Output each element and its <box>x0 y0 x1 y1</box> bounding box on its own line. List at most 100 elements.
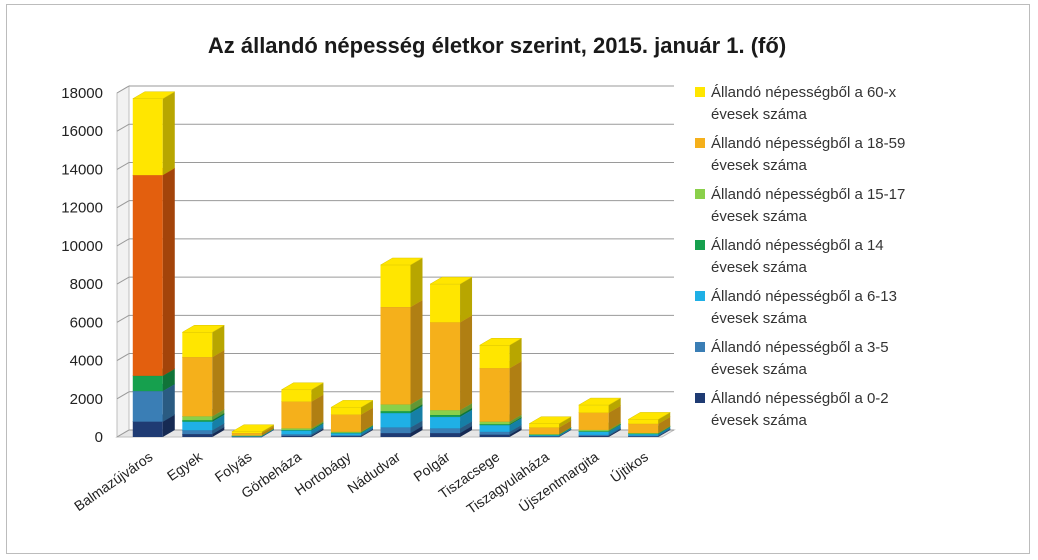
bar-front <box>430 322 461 411</box>
bar-front <box>430 410 461 416</box>
bar-front <box>430 428 461 434</box>
bar-side <box>162 384 175 422</box>
bar-side <box>410 397 423 412</box>
legend-label: Állandó népességből a 60-x <box>711 84 897 101</box>
y-tick-label: 12000 <box>61 200 103 217</box>
bar-side <box>460 315 473 411</box>
bar-front <box>281 428 312 430</box>
bar-segment <box>280 382 325 402</box>
bar-top <box>379 257 424 266</box>
side-wall <box>116 85 130 438</box>
bar-side <box>460 409 473 429</box>
bar-top <box>528 416 573 424</box>
legend-label-line2: évesek száma <box>711 259 808 276</box>
bar-front <box>430 433 461 437</box>
x-tick-label: Hortobágy <box>292 448 354 498</box>
gridline-depth <box>116 314 130 323</box>
bar-segment <box>528 416 573 428</box>
bar-top <box>429 276 473 285</box>
bar-front <box>281 401 312 429</box>
bar-side <box>608 424 621 435</box>
bar-front <box>132 391 163 422</box>
bar-front <box>182 357 213 417</box>
bar-front <box>628 432 659 434</box>
bar-top <box>330 400 374 408</box>
legend-label-line2: évesek száma <box>711 208 808 225</box>
gridline-depth <box>116 429 130 438</box>
bar-side <box>410 258 423 308</box>
gridline-depth <box>116 162 130 170</box>
legend-label: Állandó népességből a 14 <box>711 237 884 254</box>
bar-side <box>410 300 423 405</box>
bar-side <box>311 427 324 436</box>
bar-front <box>281 389 312 402</box>
bar-front <box>330 414 361 432</box>
bar-front <box>182 430 213 435</box>
legend-label-line2: évesek száma <box>711 310 808 327</box>
gridline-depth <box>116 123 130 132</box>
y-tick-label: 10000 <box>61 238 103 255</box>
bar-front <box>380 413 411 428</box>
bar-segment <box>379 299 424 405</box>
bar-top <box>627 412 672 420</box>
bar-segment <box>478 338 523 369</box>
bar-side <box>410 426 423 437</box>
legend-label: Állandó népességből a 18-59 <box>711 135 905 152</box>
gridline-depth <box>116 200 130 209</box>
bar-front <box>132 421 163 437</box>
bar-top <box>478 338 523 346</box>
bar-front <box>281 435 312 437</box>
bar-side <box>509 361 522 422</box>
bar-side <box>162 168 175 376</box>
bar-segment <box>330 400 374 415</box>
bar-side <box>311 394 324 429</box>
bar-segment <box>478 360 523 422</box>
bar-front <box>281 430 312 435</box>
bar-side <box>410 420 423 434</box>
bar-side <box>212 409 225 421</box>
bar-front <box>231 433 262 436</box>
bar-segment <box>379 257 424 308</box>
bar-side <box>360 407 373 432</box>
bar-front <box>182 420 213 422</box>
bar-side <box>212 325 225 358</box>
bar-front <box>281 429 312 431</box>
bar-segment <box>131 167 176 376</box>
y-tick-label: 14000 <box>61 161 103 178</box>
bar-side <box>658 412 671 424</box>
bar-side <box>460 421 473 434</box>
bar-front <box>578 431 609 435</box>
x-tick-label: Polgár <box>410 448 453 485</box>
bar-front <box>430 416 461 429</box>
gridline-depth <box>116 276 130 285</box>
bar-side <box>658 416 671 433</box>
bar-side <box>509 418 522 432</box>
bar-top <box>280 382 325 391</box>
bar-side <box>608 398 621 413</box>
bar-segment <box>181 325 226 358</box>
bar-front <box>132 375 163 392</box>
bar-front <box>479 434 510 437</box>
y-tick-label: 16000 <box>61 123 103 140</box>
bar-side <box>261 424 274 434</box>
bar-side <box>261 426 274 436</box>
bar-front <box>182 434 213 437</box>
bar-side <box>509 338 522 369</box>
bar-segment <box>577 397 622 413</box>
bar-side <box>460 403 473 416</box>
bar-side <box>212 350 225 417</box>
bar-front <box>529 427 560 435</box>
bar-front <box>479 431 510 435</box>
gridline-depth <box>116 238 130 247</box>
bar-top <box>131 91 176 99</box>
y-tick-label: 0 <box>95 429 103 446</box>
x-tick-label: Tiszagyulaháza <box>463 448 552 517</box>
bar-segment <box>131 91 176 176</box>
legend-swatch <box>695 189 705 199</box>
bar-front <box>132 175 163 376</box>
bar-front <box>182 332 213 358</box>
plot-area: 18000 16000 14000 12000 10000 8000 6000 4000 200… <box>61 85 676 517</box>
bar-front <box>330 407 361 415</box>
bar-side <box>311 382 324 402</box>
gridline-depth <box>116 85 130 94</box>
